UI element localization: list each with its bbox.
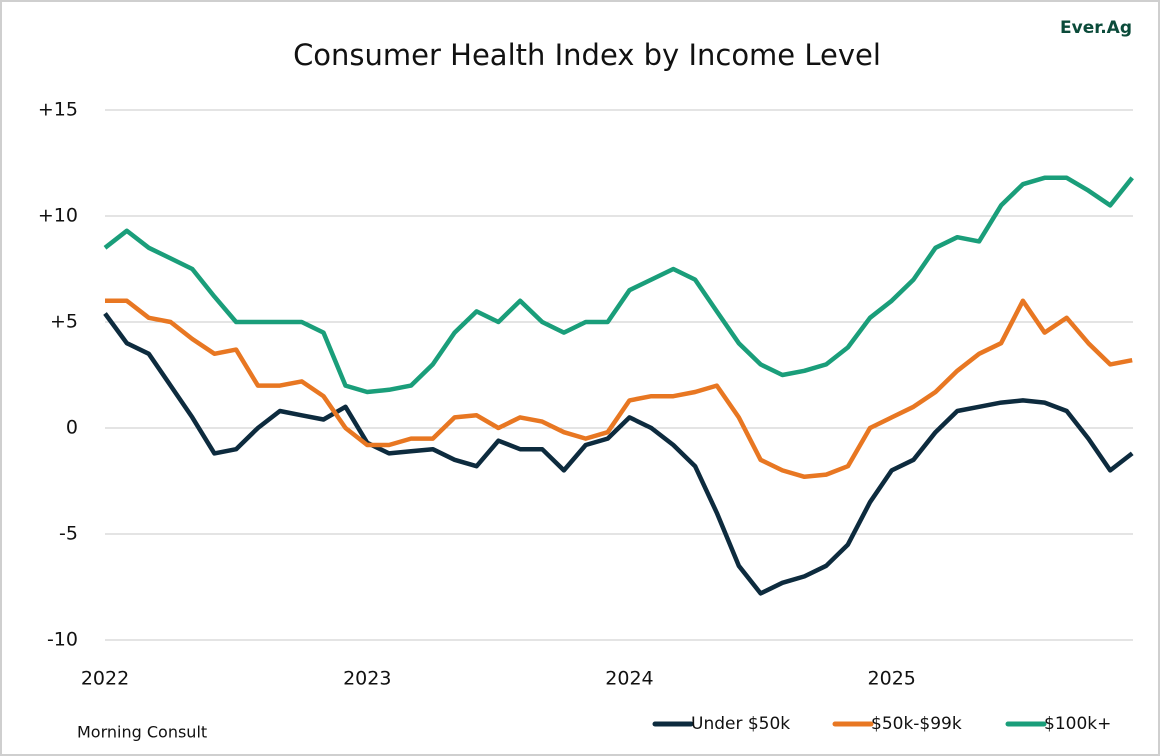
y-tick-label: -5: [59, 523, 78, 545]
x-tick-label: 2022: [81, 668, 129, 690]
series-line: [103, 175, 1134, 395]
legend-label: Under $50k: [691, 714, 790, 734]
series-line: [103, 312, 1134, 596]
y-tick-label: +15: [38, 99, 78, 121]
logo: Ever.Ag: [1060, 18, 1132, 38]
legend-label: $100k+: [1044, 714, 1111, 734]
y-tick-label: +10: [38, 205, 78, 227]
x-tick-label: 2023: [343, 668, 391, 690]
y-tick-label: 0: [66, 417, 78, 439]
source: Morning Consult: [77, 723, 207, 742]
y-tick-label: +5: [50, 311, 78, 333]
legend-label: $50k-$99k: [871, 714, 962, 734]
x-tick-label: 2024: [605, 668, 653, 690]
x-tick-label: 2025: [868, 668, 916, 690]
y-tick-label: -10: [47, 629, 78, 651]
chart-title: Consumer Health Index by Income Level: [293, 38, 881, 72]
series-line: [105, 298, 1133, 480]
